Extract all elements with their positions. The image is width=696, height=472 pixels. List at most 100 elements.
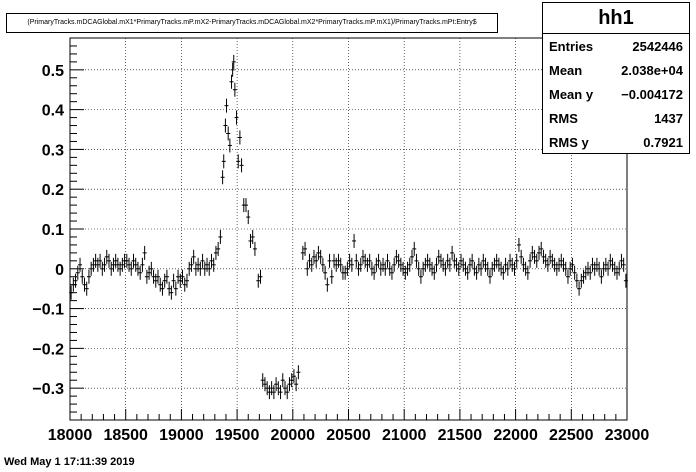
data-point [196,257,201,272]
data-point [71,277,76,292]
x-tick-label: 18000 [48,427,93,444]
data-point [430,261,435,276]
data-point [594,257,599,272]
data-point [459,253,464,268]
data-point [409,249,414,264]
data-point [490,261,495,276]
data-point [218,229,223,244]
data-point [581,269,586,284]
data-point [586,261,591,276]
data-point [95,257,100,272]
data-point [510,257,515,272]
data-point [221,154,226,169]
data-point [162,273,167,288]
stats-key: Entries [549,39,594,54]
data-point [144,269,149,284]
data-point [153,273,158,288]
data-point [252,241,257,256]
data-point [572,265,577,280]
data-point [445,253,450,268]
data-point [360,249,365,264]
data-point [104,249,109,264]
data-point [171,273,176,288]
data-point [211,257,216,272]
x-tick-label: 20000 [271,427,316,444]
data-point [231,54,236,69]
data-point [106,253,111,268]
data-point [543,253,548,268]
data-point [311,249,316,264]
stats-key: RMS [549,111,578,126]
data-point [374,257,379,272]
y-tick-label: 0.2 [42,182,64,199]
data-point [505,261,510,276]
data-point [289,373,294,388]
data-point [269,381,274,396]
data-point [427,257,432,272]
data-point [278,385,283,400]
data-point [307,253,312,268]
data-point [318,249,323,264]
data-point [619,253,624,268]
data-point [563,261,568,276]
data-point [111,257,116,272]
data-point [354,253,359,268]
data-point [425,253,430,268]
axes: 18000 18500 19000 19500 20000 20500 21000 21500… [32,37,649,444]
data-points [69,54,628,400]
data-point [283,381,288,396]
y-tick-label: 0 [55,262,64,279]
data-point [280,373,285,388]
data-point [534,253,539,268]
data-point [213,245,218,260]
data-point [325,277,330,292]
data-point [202,261,207,276]
data-point [601,261,606,276]
data-point [184,273,189,288]
data-point [332,253,337,268]
stats-key: Mean y [549,87,594,102]
data-point [158,277,163,292]
data-point [267,385,272,400]
data-point [127,257,132,272]
data-point [164,269,169,284]
data-point [140,257,145,272]
data-point [89,261,94,276]
data-point [574,273,579,288]
data-point [305,261,310,276]
stats-box: hh1 Entries 2542446 Mean 2.038e+04 Mean … [542,2,690,154]
data-point [583,265,588,280]
data-point [401,261,406,276]
data-point [216,241,221,256]
x-tick-label: 19500 [215,427,260,444]
data-point [416,261,421,276]
data-point [599,269,604,284]
data-point [191,249,196,264]
stats-row-mean-y: Mean y −0.004172 [543,82,689,106]
data-point [470,253,475,268]
data-point [456,261,461,276]
data-point [229,74,234,89]
data-point [93,253,98,268]
data-point [483,257,488,272]
data-point [443,261,448,276]
data-point [78,257,83,272]
data-point [193,261,198,276]
stats-value: 2542446 [632,39,683,54]
data-point [550,253,555,268]
data-point [396,253,401,268]
data-point [467,257,472,272]
data-point [73,273,78,288]
data-point [265,381,270,396]
data-point [169,285,174,300]
data-point [398,257,403,272]
data-point [485,261,490,276]
data-point [227,138,232,153]
data-point [588,265,593,280]
data-point [365,257,370,272]
data-point [539,241,544,256]
data-point [86,269,91,284]
data-point [223,118,228,133]
data-point [160,281,165,296]
data-point [557,257,562,272]
